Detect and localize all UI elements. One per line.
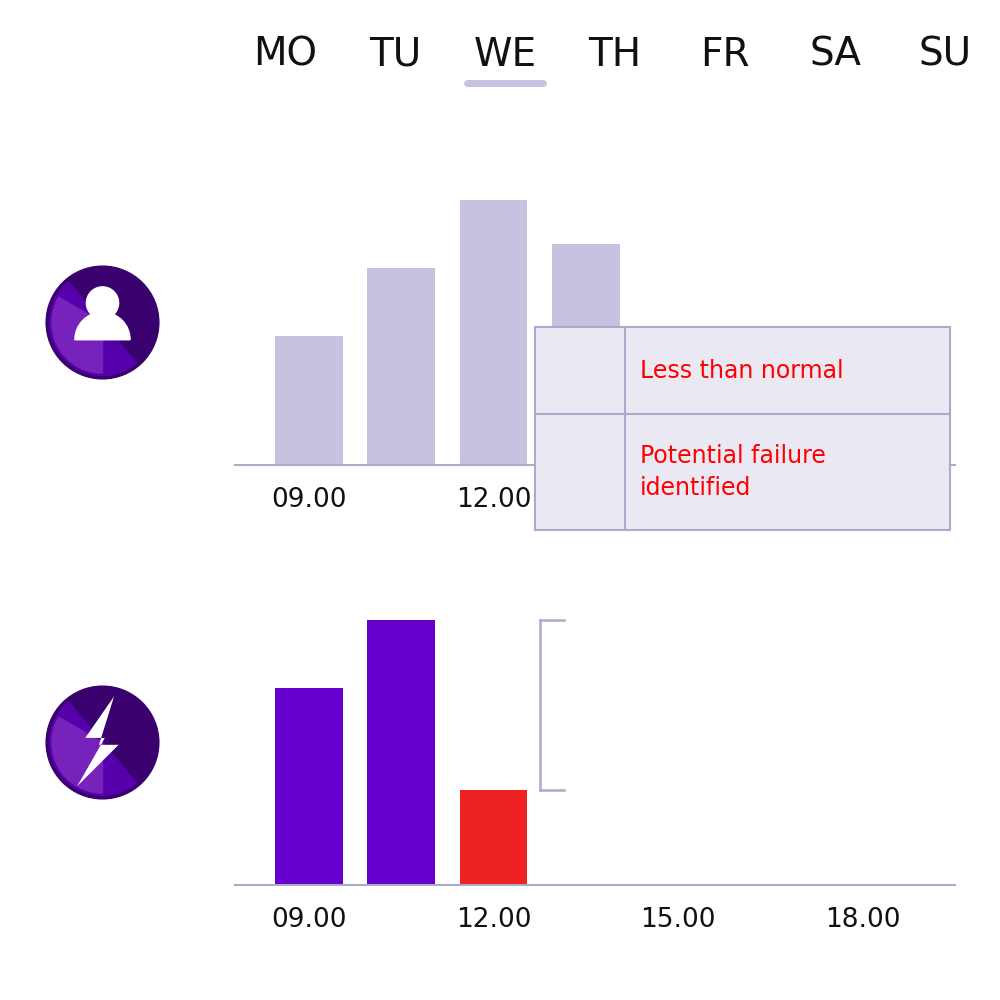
- Wedge shape: [50, 702, 137, 795]
- Wedge shape: [75, 312, 130, 340]
- Circle shape: [46, 266, 159, 379]
- Bar: [275, 688, 343, 885]
- Text: •: •: [578, 498, 584, 508]
- Circle shape: [46, 686, 159, 799]
- Bar: [275, 336, 343, 465]
- Text: SA: SA: [809, 36, 861, 74]
- Wedge shape: [52, 717, 103, 793]
- Text: MO: MO: [253, 36, 317, 74]
- Bar: [644, 336, 712, 465]
- Bar: [460, 200, 527, 465]
- Circle shape: [551, 454, 611, 514]
- Text: TU: TU: [369, 36, 421, 74]
- Wedge shape: [52, 297, 103, 373]
- Bar: [737, 380, 804, 465]
- Text: Less than normal: Less than normal: [640, 359, 844, 383]
- Circle shape: [86, 287, 119, 319]
- Bar: [552, 244, 620, 465]
- Bar: [367, 620, 435, 885]
- Polygon shape: [548, 341, 617, 399]
- Text: SU: SU: [918, 36, 972, 74]
- Text: WE: WE: [473, 36, 537, 74]
- Bar: [829, 424, 897, 465]
- Text: TH: TH: [588, 36, 642, 74]
- Text: i: i: [578, 470, 584, 489]
- Bar: [367, 268, 435, 465]
- Wedge shape: [50, 282, 137, 375]
- Bar: [460, 790, 527, 885]
- Polygon shape: [77, 696, 119, 786]
- Text: !: !: [578, 375, 587, 393]
- Text: FR: FR: [700, 36, 750, 74]
- Text: Potential failure
identified: Potential failure identified: [640, 444, 826, 500]
